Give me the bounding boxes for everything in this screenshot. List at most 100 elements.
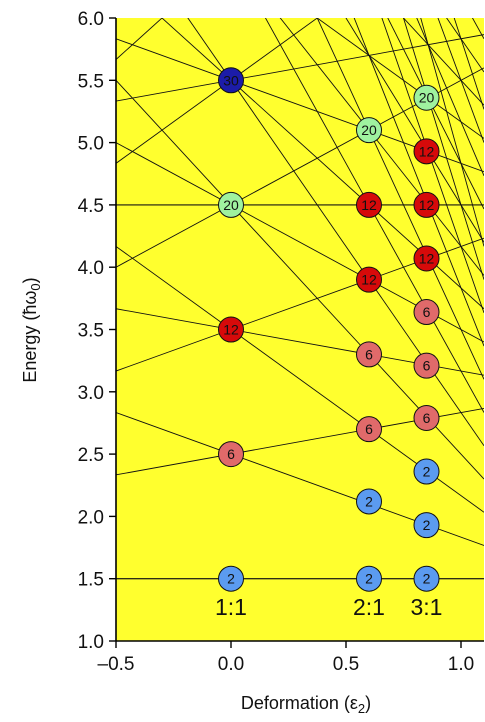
shell-closure-dot	[413, 352, 440, 379]
level-line	[416, 18, 484, 177]
shell-closure-marker: 6	[413, 404, 440, 431]
shell-closure-number: 2	[365, 571, 373, 587]
shell-closure-number: 12	[419, 197, 435, 213]
shell-closure-dot	[413, 404, 440, 431]
x-axis-title: Deformation (ε2)	[241, 693, 371, 716]
level-line	[403, 18, 484, 280]
shell-closure-markers: 2 6 12 20 30 2 2 6 6 12 12 20 2 2 2 6 6 6 12 12 12 20	[218, 67, 440, 592]
shell-closure-dot	[413, 245, 440, 272]
shell-closure-dot	[356, 488, 382, 515]
shell-closure-marker: 6	[218, 441, 244, 468]
shell-closure-marker: 20	[218, 191, 244, 218]
shell-closure-marker: 12	[413, 138, 440, 165]
shell-closure-marker: 2	[413, 565, 440, 592]
shell-closure-dot	[413, 84, 440, 111]
shell-closure-marker: 2	[356, 488, 382, 515]
shell-closure-marker: 2	[413, 458, 440, 485]
x-tick-label: 1.0	[448, 654, 474, 675]
shell-closure-marker: 12	[218, 316, 244, 343]
shell-closure-number: 2	[423, 464, 431, 480]
shell-closure-dot	[356, 416, 382, 443]
shell-closure-number: 30	[223, 72, 239, 88]
shell-closure-marker: 6	[413, 352, 440, 379]
shell-closure-number: 6	[423, 358, 431, 374]
level-line	[402, 18, 484, 106]
shell-closure-number: 6	[423, 304, 431, 320]
shell-closure-number: 2	[365, 493, 373, 509]
y-tick-label: 3.5	[78, 321, 104, 342]
y-tick-label: 5.0	[78, 134, 104, 155]
level-line	[116, 34, 484, 102]
shell-closure-marker: 12	[356, 266, 382, 293]
shell-closure-number: 6	[227, 446, 235, 462]
shell-closure-marker: 2	[218, 565, 244, 592]
shell-closure-dot	[356, 341, 382, 368]
axis-ratio-label: 2:1	[353, 594, 385, 620]
axis-ratio-label: 1:1	[215, 594, 247, 620]
ratio-labels: 1:1 2:1 3:1	[215, 594, 442, 620]
y-tick-label: 3.0	[78, 383, 104, 404]
shell-closure-number: 12	[419, 143, 435, 159]
x-tick-label: 0.5	[333, 654, 359, 675]
shell-closure-marker: 12	[413, 191, 440, 218]
y-axis-ticks: 1.0 1.5 2.0 2.5 3.0 3.5 4.0 4.5 5.0 5.5 6.0	[78, 9, 116, 653]
shell-closure-dot	[356, 266, 382, 293]
level-line	[116, 18, 319, 164]
level-line	[353, 18, 484, 347]
y-tick-label: 6.0	[78, 9, 104, 30]
shell-closure-number: 12	[223, 322, 239, 338]
y-tick-label: 2.0	[78, 507, 104, 528]
y-tick-label: 1.0	[78, 632, 104, 653]
y-tick-label: 4.5	[78, 196, 104, 217]
shell-closure-number: 12	[361, 272, 377, 288]
shell-closure-number: 20	[419, 90, 435, 106]
shell-closure-number: 12	[361, 197, 377, 213]
shell-closure-dot	[218, 191, 244, 218]
shell-closure-number: 6	[423, 410, 431, 426]
shell-closure-number: 20	[361, 122, 377, 138]
shell-closure-dot	[413, 565, 440, 592]
shell-closure-number: 2	[423, 571, 431, 587]
level-line	[116, 0, 484, 6]
x-axis-ticks: –0.5 0.0 0.5 1.0	[98, 641, 474, 675]
shell-closure-number: 6	[365, 346, 373, 362]
shell-closure-marker: 20	[356, 117, 382, 144]
shell-closure-dot	[218, 67, 244, 94]
shell-closure-marker: 30	[218, 67, 244, 94]
y-tick-label: 2.5	[78, 445, 104, 466]
shell-closure-dot	[218, 316, 244, 343]
shell-closure-dot	[218, 565, 244, 592]
shell-closure-number: 2	[423, 517, 431, 533]
shell-closure-dot	[413, 458, 440, 485]
y-axis-title: Energy (ħω0)	[20, 277, 43, 382]
level-line	[116, 0, 484, 1]
shell-closure-dot	[413, 138, 440, 165]
shell-closure-marker: 20	[413, 84, 440, 111]
y-tick-label: 5.5	[78, 71, 104, 92]
shell-closure-marker: 6	[356, 416, 382, 443]
shell-closure-marker: 12	[356, 191, 382, 218]
shell-closure-dot	[218, 441, 244, 468]
shell-closure-dot	[413, 191, 440, 218]
shell-closure-marker: 2	[413, 512, 440, 539]
shell-closure-number: 2	[227, 571, 235, 587]
shell-closure-marker: 6	[356, 341, 382, 368]
shell-closure-dot	[356, 565, 382, 592]
shell-closure-dot	[356, 191, 382, 218]
y-tick-label: 1.5	[78, 570, 104, 591]
x-tick-label: 0.0	[218, 654, 244, 675]
shell-closure-marker: 6	[413, 299, 440, 326]
level-line	[420, 18, 484, 247]
level-line	[381, 18, 484, 314]
shell-closure-dot	[356, 117, 382, 144]
shell-closure-marker: 2	[356, 565, 382, 592]
shell-closure-dot	[413, 299, 440, 326]
x-tick-label: –0.5	[98, 654, 135, 675]
axis-ratio-label: 3:1	[411, 594, 443, 620]
shell-closure-number: 20	[223, 197, 239, 213]
shell-closure-number: 12	[419, 250, 435, 266]
shell-closure-number: 6	[365, 421, 373, 437]
plot-area	[116, 18, 484, 641]
y-tick-label: 4.0	[78, 258, 104, 279]
